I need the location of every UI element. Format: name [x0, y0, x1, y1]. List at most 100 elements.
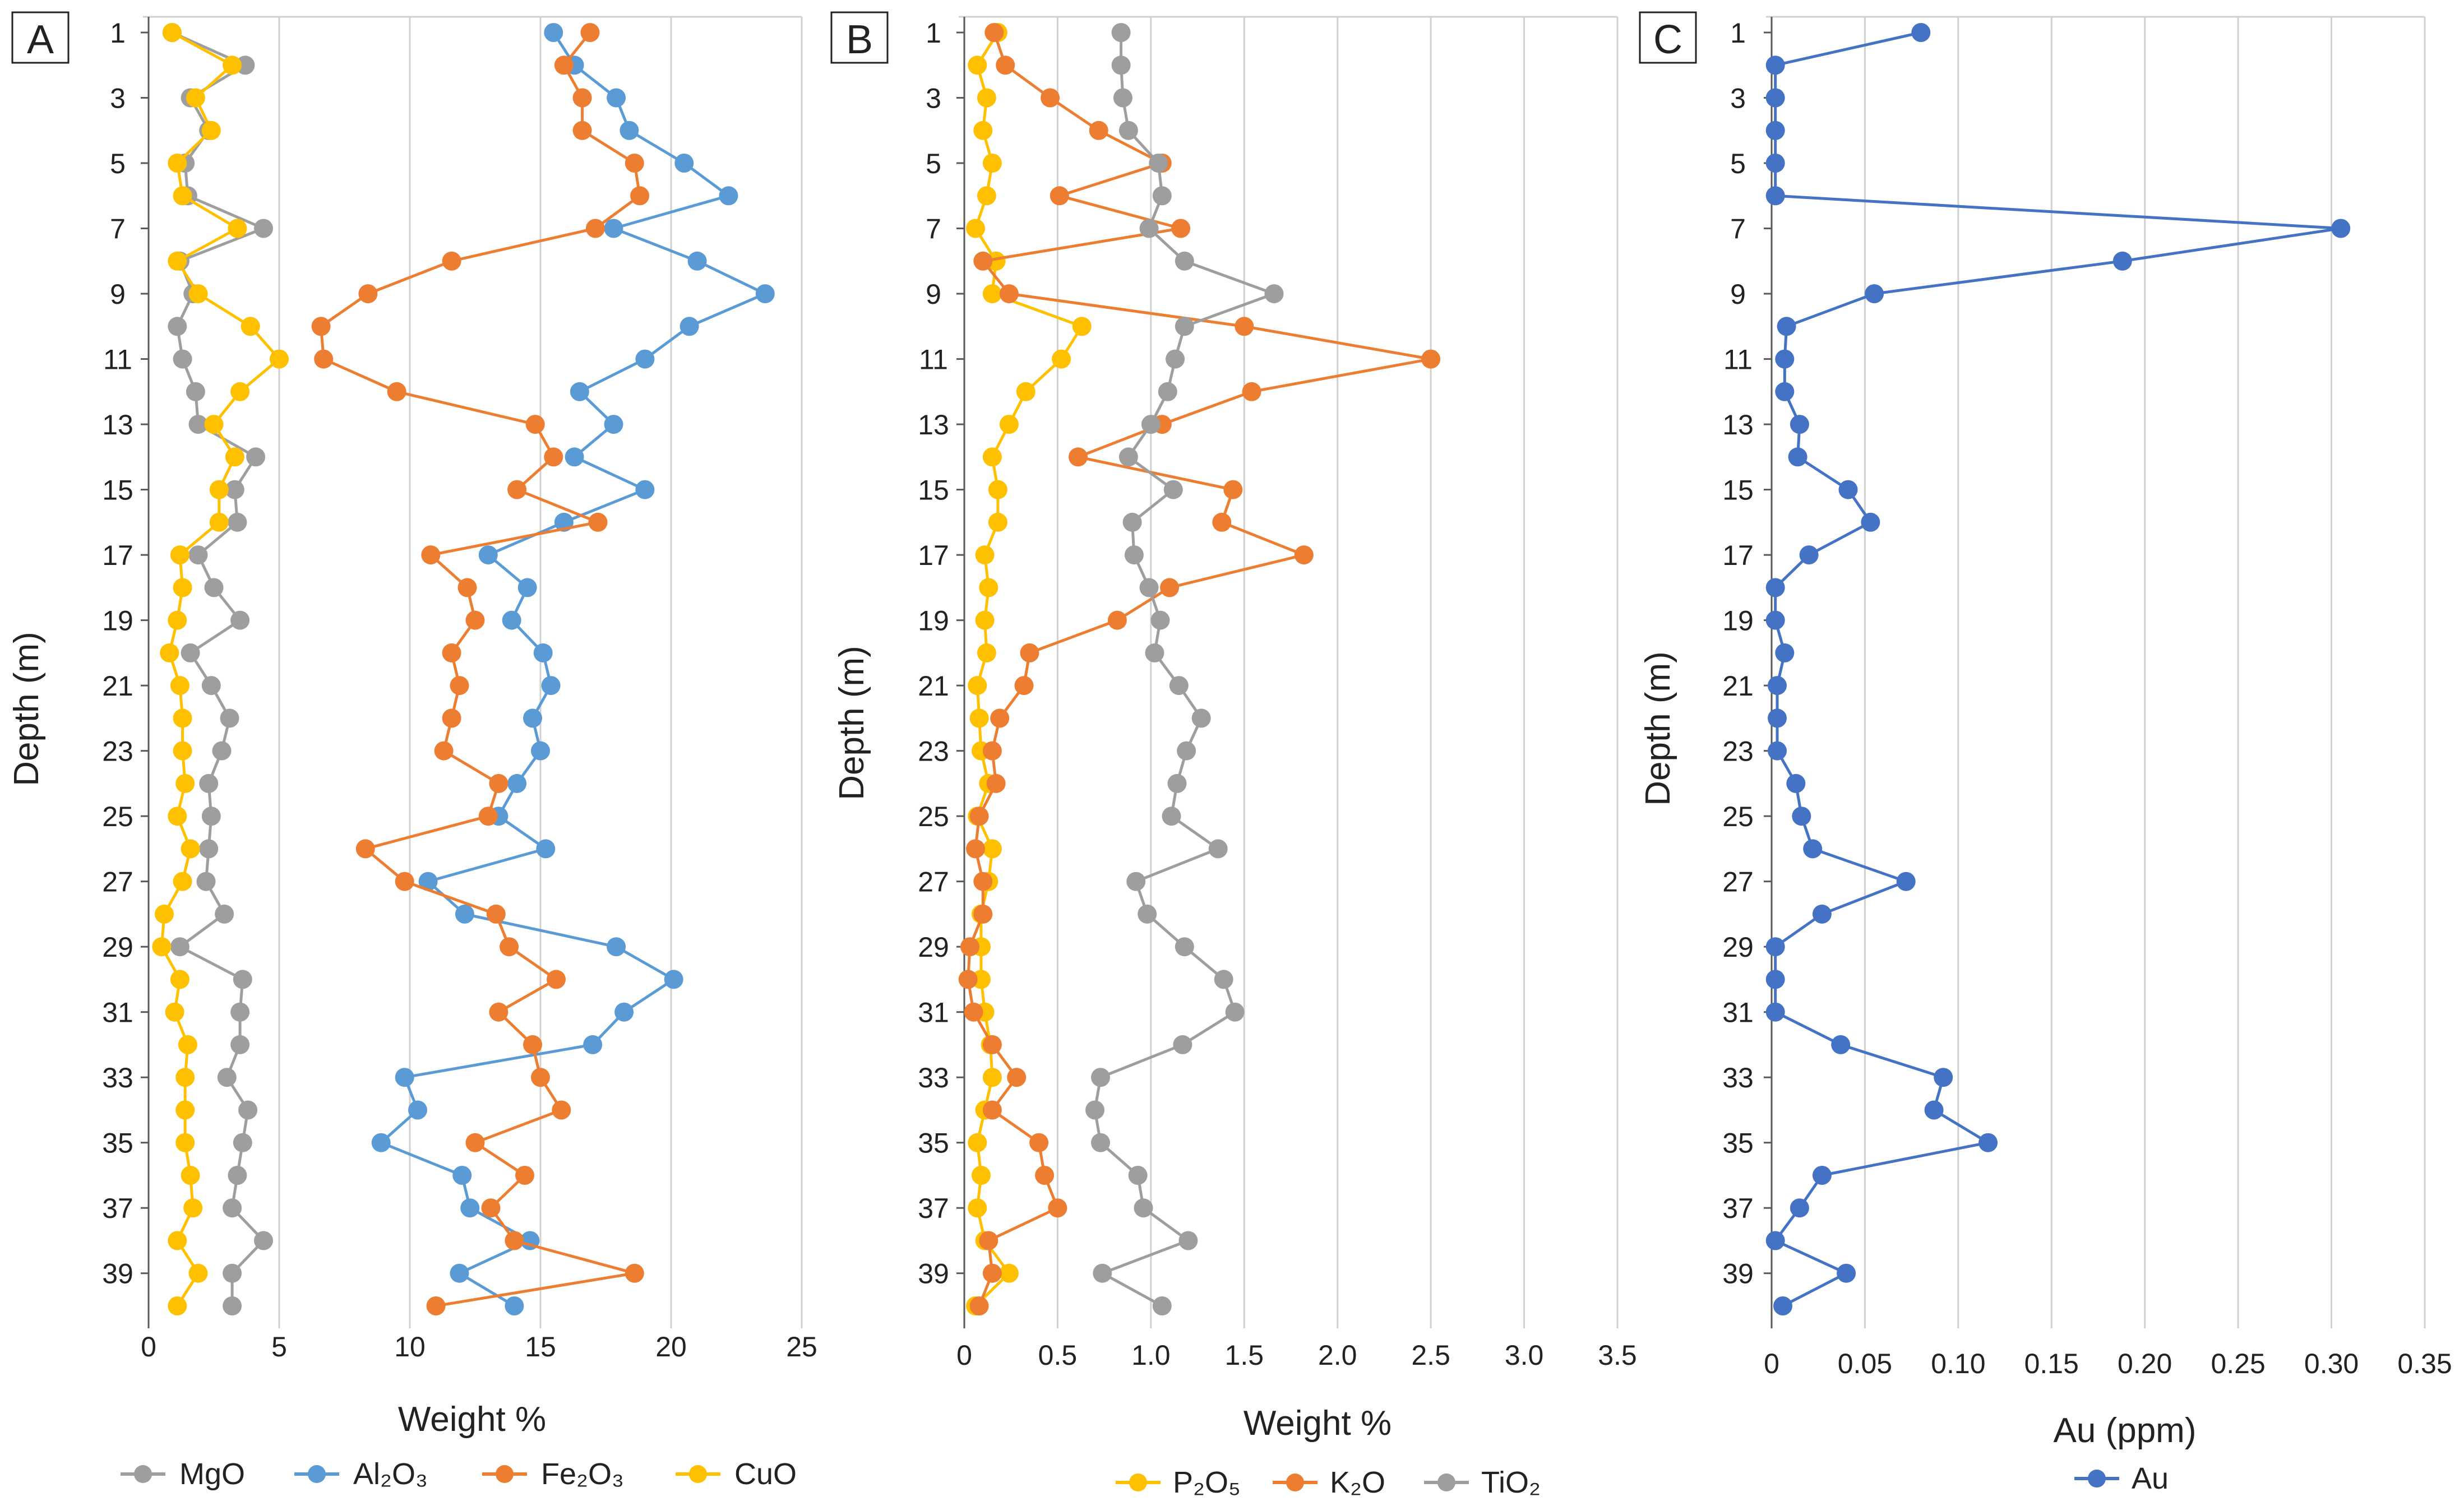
panel-c-y-tick-label: 39: [1722, 1258, 1754, 1290]
panel-a-x-tick-label: 5: [271, 1331, 287, 1363]
panel-c-x-tick-label: 0.25: [2211, 1348, 2265, 1379]
data-point-k2o: [990, 708, 1010, 728]
panel-a-x-axis-label: Weight %: [398, 1400, 546, 1439]
data-point-au: [1838, 480, 1858, 499]
panel-c-y-tick-label: 3: [1730, 83, 1746, 114]
data-point-mgo: [230, 1002, 250, 1022]
panel-b-y-tick-label: 1: [926, 17, 941, 49]
data-point-k2o: [1421, 349, 1441, 369]
data-point-k2o: [958, 970, 978, 989]
data-point-tio2: [1264, 284, 1284, 304]
data-point-mgo: [201, 676, 221, 696]
panel-a-y-tick-label: 31: [102, 997, 133, 1028]
data-point-p2o5: [979, 578, 998, 597]
data-point-al2o3: [531, 741, 550, 761]
data-point-mgo: [223, 1198, 242, 1218]
data-point-fe2o3: [311, 317, 331, 336]
panel-a-x-tick-label: 10: [394, 1331, 426, 1363]
data-point-k2o: [984, 23, 1004, 42]
data-point-mgo: [225, 480, 244, 499]
legend-label-tio2: TiO₂: [1481, 1466, 1541, 1499]
panel-b-x-axis-label: Weight %: [1243, 1404, 1392, 1443]
data-point-mgo: [246, 447, 266, 467]
data-point-k2o: [1029, 1133, 1049, 1152]
panel-c-y-tick-label: 7: [1730, 214, 1746, 245]
data-point-fe2o3: [547, 970, 566, 989]
panel-b-y-tick-label: 5: [926, 148, 941, 179]
data-point-tio2: [1111, 55, 1131, 75]
panel-b-y-tick-label: 17: [918, 540, 949, 571]
legend-label-p2o5: P₂O₅: [1173, 1466, 1241, 1499]
data-point-fe2o3: [588, 512, 608, 532]
data-point-tio2: [1126, 872, 1146, 891]
data-point-p2o5: [972, 970, 991, 989]
panel-c-series: [1765, 23, 2351, 1315]
data-point-al2o3: [502, 610, 521, 630]
data-point-tio2: [1208, 839, 1228, 859]
data-point-cuo: [209, 480, 229, 499]
data-point-mgo: [223, 1296, 242, 1315]
data-point-au: [1768, 708, 1787, 728]
panel-c-x-tick-label: 0.05: [1838, 1348, 1892, 1379]
panel-c-x-tick-label: 0: [1764, 1348, 1779, 1379]
data-point-tio2: [1152, 1296, 1172, 1315]
panel-a-y-tick-label: 21: [102, 670, 133, 702]
data-point-fe2o3: [544, 447, 563, 467]
data-point-cuo: [188, 1263, 208, 1283]
data-point-au: [1768, 741, 1787, 761]
data-point-au: [1768, 676, 1787, 696]
panel-b-x-tick-labels: 0 0.5 1.0 1.5 2.0 2.5 3.0 3.5: [956, 1340, 1637, 1371]
data-point-cuo: [204, 415, 224, 434]
panel-c-y-tick-label: 13: [1722, 409, 1754, 441]
data-point-al2o3: [450, 1263, 469, 1283]
data-point-cuo: [170, 676, 189, 696]
data-point-mgo: [233, 970, 252, 989]
data-point-p2o5: [982, 284, 1002, 304]
data-point-mgo: [212, 741, 232, 761]
panel-a-x-tick-label: 0: [141, 1331, 156, 1363]
data-point-tio2: [1091, 1133, 1110, 1152]
data-point-cuo: [270, 349, 289, 369]
data-point-tio2: [1118, 121, 1138, 140]
data-point-fe2o3: [314, 349, 334, 369]
legend-item-tio2: TiO₂: [1424, 1466, 1541, 1499]
legend-label-mgo: MgO: [179, 1457, 245, 1491]
data-point-p2o5: [968, 1198, 987, 1218]
data-point-fe2o3: [523, 1035, 542, 1054]
panel-c-y-tick-label: 27: [1722, 866, 1754, 898]
data-point-k2o: [1050, 186, 1069, 206]
data-point-fe2o3: [457, 578, 477, 597]
data-point-cuo: [173, 578, 192, 597]
data-point-cuo: [209, 512, 229, 532]
panel-label-c: C: [1653, 17, 1682, 62]
data-point-cuo: [173, 741, 192, 761]
data-point-mgo: [199, 839, 219, 859]
data-point-al2o3: [664, 970, 683, 989]
panel-c-y-tick-label: 33: [1722, 1062, 1754, 1093]
panel-c-x-tick-label: 0.35: [2397, 1348, 2452, 1379]
panel-b-legend: P₂O₅ K₂O TiO₂: [1116, 1466, 1541, 1499]
series-line-k2o: [967, 32, 1432, 1306]
data-point-au: [1777, 317, 1796, 336]
data-point-al2o3: [719, 186, 738, 206]
panel-b-y-tick-label: 39: [918, 1258, 949, 1290]
data-point-tio2: [1139, 219, 1159, 238]
panel-a-y-axis-label: Depth (m): [7, 632, 46, 786]
data-point-fe2o3: [515, 1166, 534, 1185]
panel-c-y-tick-label: 19: [1722, 605, 1754, 637]
panel-a-y-tick-label: 1: [110, 17, 126, 49]
panel-a-y-tick-label: 23: [102, 736, 133, 767]
panel-c-legend: Au: [2074, 1462, 2169, 1495]
data-point-p2o5: [982, 154, 1002, 173]
data-point-mgo: [254, 219, 273, 238]
data-point-au: [1812, 904, 1832, 924]
panel-a-y-tick-label: 39: [102, 1258, 133, 1290]
data-point-p2o5: [982, 1068, 1002, 1087]
data-point-tio2: [1138, 904, 1157, 924]
data-point-k2o: [999, 284, 1019, 304]
data-point-fe2o3: [481, 1198, 501, 1218]
data-point-cuo: [186, 88, 205, 108]
panel-a-y-tick-label: 25: [102, 801, 133, 832]
data-point-al2o3: [371, 1133, 391, 1152]
